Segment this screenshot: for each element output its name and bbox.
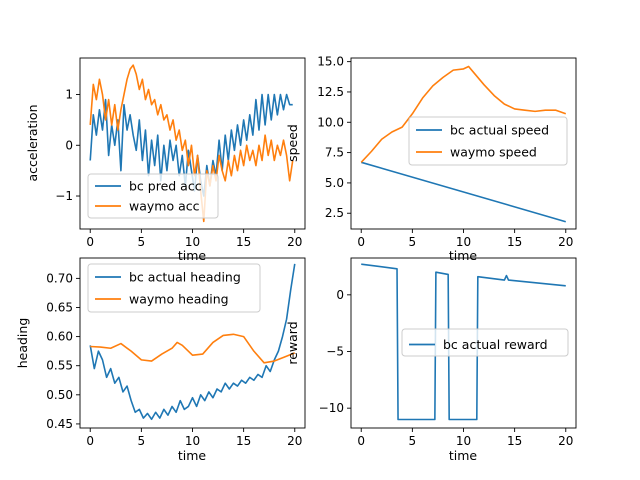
y-tick-label: 7.5 [325, 146, 344, 160]
x-axis-label: time [449, 248, 478, 263]
y-tick-label: 0.45 [46, 417, 73, 431]
y-tick-label: 2.5 [325, 206, 344, 220]
y-axis-label: speed [285, 124, 300, 162]
x-tick-label: 0 [357, 434, 365, 448]
legend-box [87, 263, 261, 313]
y-tick-label: 5.0 [325, 176, 344, 190]
x-tick-label: 15 [507, 235, 522, 249]
y-tick-label: −1 [55, 189, 73, 203]
x-tick-label: 5 [409, 434, 417, 448]
legend-label: bc actual reward [443, 337, 548, 352]
x-tick-label: 0 [86, 434, 94, 448]
y-axis-label: acceleration [25, 104, 40, 181]
series-line-1 [361, 161, 566, 223]
x-tick-label: 10 [456, 235, 471, 249]
legend: bc pred acc waymo acc [87, 173, 219, 219]
x-tick-label: 15 [236, 434, 251, 448]
series-line-1 [89, 93, 293, 197]
legend: bc actual speed waymo speed [408, 116, 568, 166]
legend-label: waymo speed [450, 145, 537, 160]
legend-label: waymo heading [129, 292, 229, 307]
x-axis-label: time [449, 448, 478, 463]
series-line-2 [89, 64, 294, 223]
x-axis-label: time [178, 248, 207, 263]
y-tick-label: 0 [336, 288, 344, 302]
y-tick-label: 10.0 [317, 115, 344, 129]
x-tick-label: 15 [236, 235, 251, 249]
x-tick-label: 15 [507, 434, 522, 448]
x-tick-label: 10 [185, 235, 200, 249]
x-tick-label: 10 [185, 434, 200, 448]
x-tick-label: 20 [558, 434, 573, 448]
subplot-acceleration: 0 5 10 15 20 −1 0 1 time acceleration bc pred acc w… [25, 57, 306, 263]
legend-label: waymo acc [129, 199, 200, 214]
y-tick-label: 0.55 [46, 359, 73, 373]
y-tick-label: −5 [326, 345, 344, 359]
y-tick-label: 15.0 [317, 55, 344, 69]
y-axis-label: reward [285, 321, 300, 364]
series-line-1 [89, 263, 296, 421]
legend-box [408, 116, 568, 166]
y-axis-label: heading [15, 318, 30, 369]
y-tick-label: 0.70 [46, 271, 73, 285]
legend-label: bc pred acc [129, 179, 202, 194]
series-line-2 [360, 65, 567, 163]
x-tick-label: 20 [287, 235, 302, 249]
x-axis-label: time [178, 448, 207, 463]
x-tick-label: 0 [357, 235, 365, 249]
legend-label: bc actual heading [129, 270, 241, 285]
subplot-heading: 0 5 10 15 20 0.45 0.50 0.55 0.60 0.65 0.70 time head… [15, 257, 306, 463]
y-tick-label: −10 [319, 401, 344, 415]
y-tick-label: 1 [65, 88, 73, 102]
x-tick-label: 20 [287, 434, 302, 448]
series-line-2 [90, 333, 296, 364]
y-tick-label: 12.5 [317, 85, 344, 99]
y-tick-label: 0.50 [46, 388, 73, 402]
y-tick-label: 0.65 [46, 300, 73, 314]
series-line-1 [361, 263, 566, 421]
legend-label: bc actual speed [450, 123, 549, 138]
x-tick-label: 5 [138, 434, 146, 448]
x-tick-label: 5 [138, 235, 146, 249]
subplot-reward: 0 5 10 15 20 −10 −5 0 time reward bc actual reward [285, 257, 577, 463]
legend: bc actual heading waymo heading [87, 263, 261, 313]
x-tick-label: 0 [86, 235, 94, 249]
x-tick-label: 10 [456, 434, 471, 448]
y-tick-label: 0.60 [46, 330, 73, 344]
legend: bc actual reward [401, 328, 569, 357]
x-tick-label: 5 [409, 235, 417, 249]
legend-box [401, 328, 569, 357]
x-tick-label: 20 [558, 235, 573, 249]
y-tick-label: 0 [65, 138, 73, 152]
legend-box [87, 173, 219, 219]
subplot-speed: 0 5 10 15 20 2.5 5.0 7.5 10.0 12.5 15.0 time speed bc… [285, 55, 577, 263]
